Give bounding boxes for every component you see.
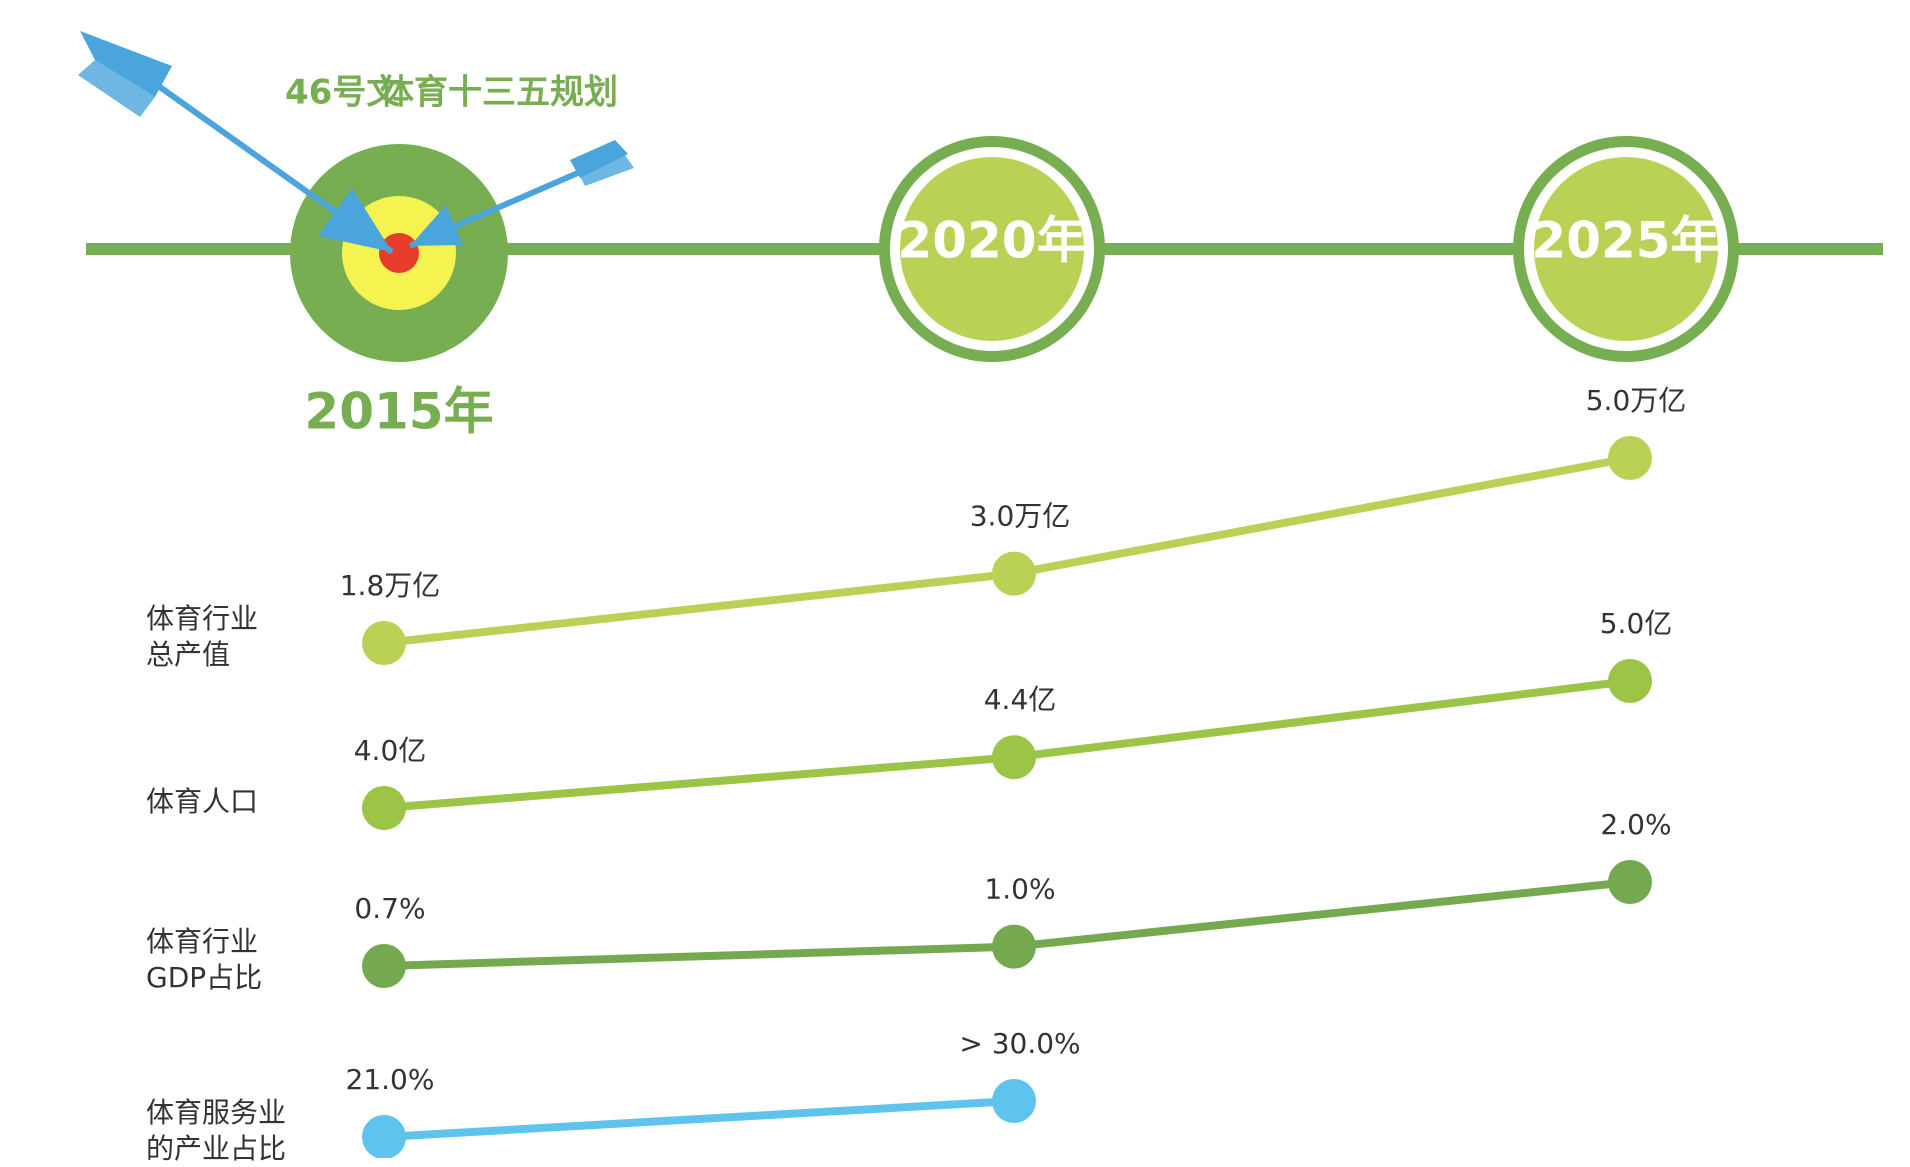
row-label: 体育行业 GDP占比 <box>146 925 263 994</box>
data-point <box>1608 436 1652 480</box>
data-label: 0.7% <box>354 892 425 925</box>
data-label: 4.0亿 <box>354 734 427 767</box>
data-label: 2.0% <box>1600 808 1671 841</box>
data-point <box>992 735 1036 780</box>
data-label: 5.0亿 <box>1600 607 1673 640</box>
data-point <box>362 1115 406 1158</box>
year-label: 2025年 <box>1531 212 1720 270</box>
year-label: 2015年 <box>304 383 493 441</box>
year-label: 2020年 <box>897 212 1086 270</box>
data-point <box>992 924 1036 969</box>
arrows <box>78 31 634 255</box>
target <box>290 144 508 362</box>
data-label: 3.0万亿 <box>970 500 1071 533</box>
data-point <box>362 621 406 665</box>
year-ring <box>879 136 1739 362</box>
data-point <box>992 1079 1036 1123</box>
row-label: 体育服务业 的产业占比 <box>146 1096 287 1165</box>
data-label: 4.4亿 <box>984 683 1057 716</box>
annotation: 46号文 <box>285 73 400 113</box>
row-label: 体育人口 <box>146 785 259 818</box>
data-label: > 30.0% <box>959 1027 1080 1060</box>
row-label: 体育行业 总产值 <box>146 602 259 671</box>
data-point <box>1608 659 1652 703</box>
data-point <box>362 786 406 830</box>
data-point <box>362 944 406 988</box>
series-line <box>383 454 1631 647</box>
series-line <box>383 1097 1015 1141</box>
data-point <box>992 551 1036 596</box>
data-label: 1.8万亿 <box>340 569 441 602</box>
data-label: 21.0% <box>346 1063 435 1096</box>
data-label: 1.0% <box>984 873 1055 906</box>
annotation: 体育十三五规划 <box>380 73 618 113</box>
data-label: 5.0万亿 <box>1586 384 1687 417</box>
data-point <box>1608 860 1652 904</box>
